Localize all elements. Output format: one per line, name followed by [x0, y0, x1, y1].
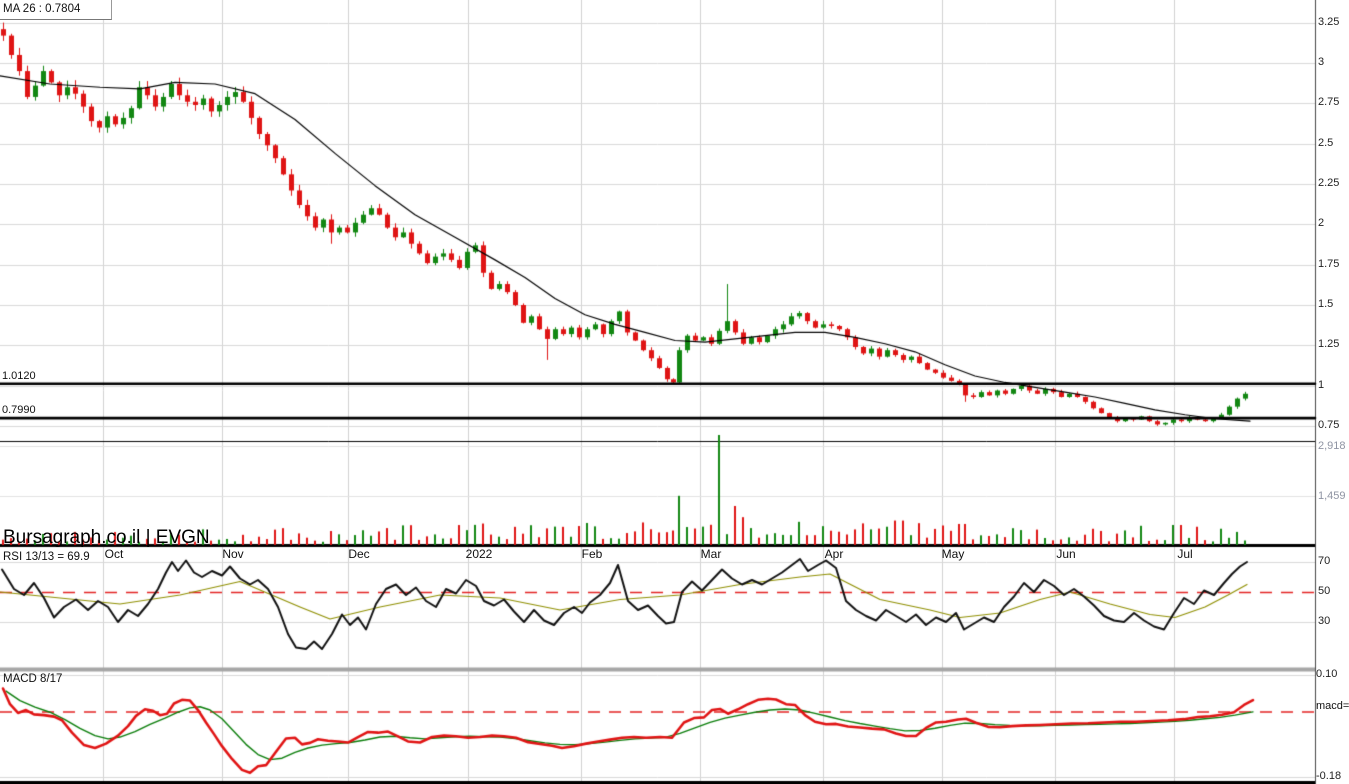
x-axis-month-label: Nov [222, 547, 244, 561]
macd-axis-tick: -0.18 [1316, 770, 1342, 783]
x-axis-month-label: Apr [824, 547, 844, 561]
watermark-brand-ticker: Bursagraph.co.il | EVGN [3, 527, 210, 548]
rsi-axis-tick: 30 [1318, 615, 1331, 627]
x-axis-month-label: Oct [104, 547, 124, 561]
price-axis-tick: 2.25 [1318, 177, 1340, 190]
price-axis-tick: 3 [1318, 56, 1325, 69]
volume-axis-tick: 1,459 [1318, 489, 1346, 502]
x-axis-month-label: Jun [1056, 547, 1076, 561]
x-axis-month-label: Dec [348, 547, 370, 561]
price-axis-tick: 1.75 [1318, 257, 1340, 270]
price-level-label: 0.7990 [2, 404, 36, 417]
price-axis-tick: 3.25 [1318, 15, 1340, 28]
price-level-label: 1.0120 [2, 369, 36, 382]
price-axis-tick: 0.75 [1318, 419, 1340, 432]
price-axis-tick: 1 [1318, 378, 1325, 391]
volume-axis-tick: 2,918 [1318, 440, 1346, 452]
price-axis-tick: 2.5 [1318, 136, 1334, 149]
price-axis-tick: 1.25 [1318, 338, 1340, 351]
x-axis-month-label: Jul [1177, 547, 1193, 561]
rsi-indicator-label: RSI 13/13 = 69.9 [3, 551, 90, 563]
rsi-axis-tick: 70 [1318, 555, 1331, 567]
x-axis-month-label: Feb [581, 547, 603, 561]
ma-label-text: MA 26 : 0.7804 [3, 3, 81, 15]
x-axis-month-label: 2022 [465, 547, 493, 561]
macd-zero-label: macd=0 [1316, 700, 1349, 712]
x-axis-month-label: May [941, 547, 965, 561]
price-axis-tick: 1.5 [1318, 298, 1334, 311]
ma-indicator-label: MA 26 : 0.7804 [0, 0, 112, 20]
x-axis-month-label: Mar [700, 547, 722, 561]
macd-axis-tick: 0.10 [1316, 668, 1338, 680]
price-axis-tick: 2.75 [1318, 96, 1340, 109]
price-axis-tick: 2 [1318, 217, 1325, 230]
macd-indicator-label: MACD 8/17 [3, 673, 63, 685]
rsi-axis-tick: 50 [1318, 585, 1331, 597]
